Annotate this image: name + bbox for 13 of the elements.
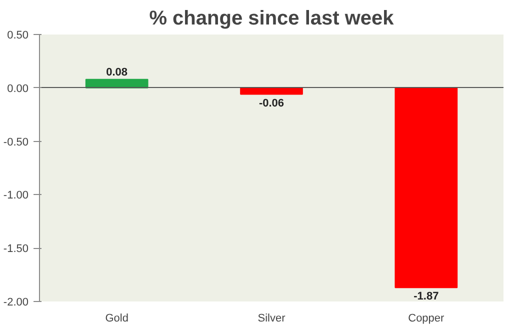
- chart-title: % change since last week: [149, 8, 395, 30]
- x-tick-label: Silver: [258, 312, 286, 324]
- y-tick-label: 0.00: [7, 82, 29, 95]
- x-tick-label: Copper: [408, 312, 445, 324]
- y-tick-label: -0.50: [3, 136, 29, 148]
- y-tick-label: 0.50: [7, 30, 29, 42]
- data-label: 0.08: [106, 66, 128, 78]
- data-label: -1.87: [414, 290, 439, 303]
- x-tick-label: Gold: [105, 312, 128, 324]
- y-tick-label: -1.50: [3, 243, 29, 256]
- data-label: -0.06: [258, 97, 284, 110]
- y-tick-label: -1.00: [3, 190, 29, 202]
- y-tick-label: -2.00: [3, 296, 29, 308]
